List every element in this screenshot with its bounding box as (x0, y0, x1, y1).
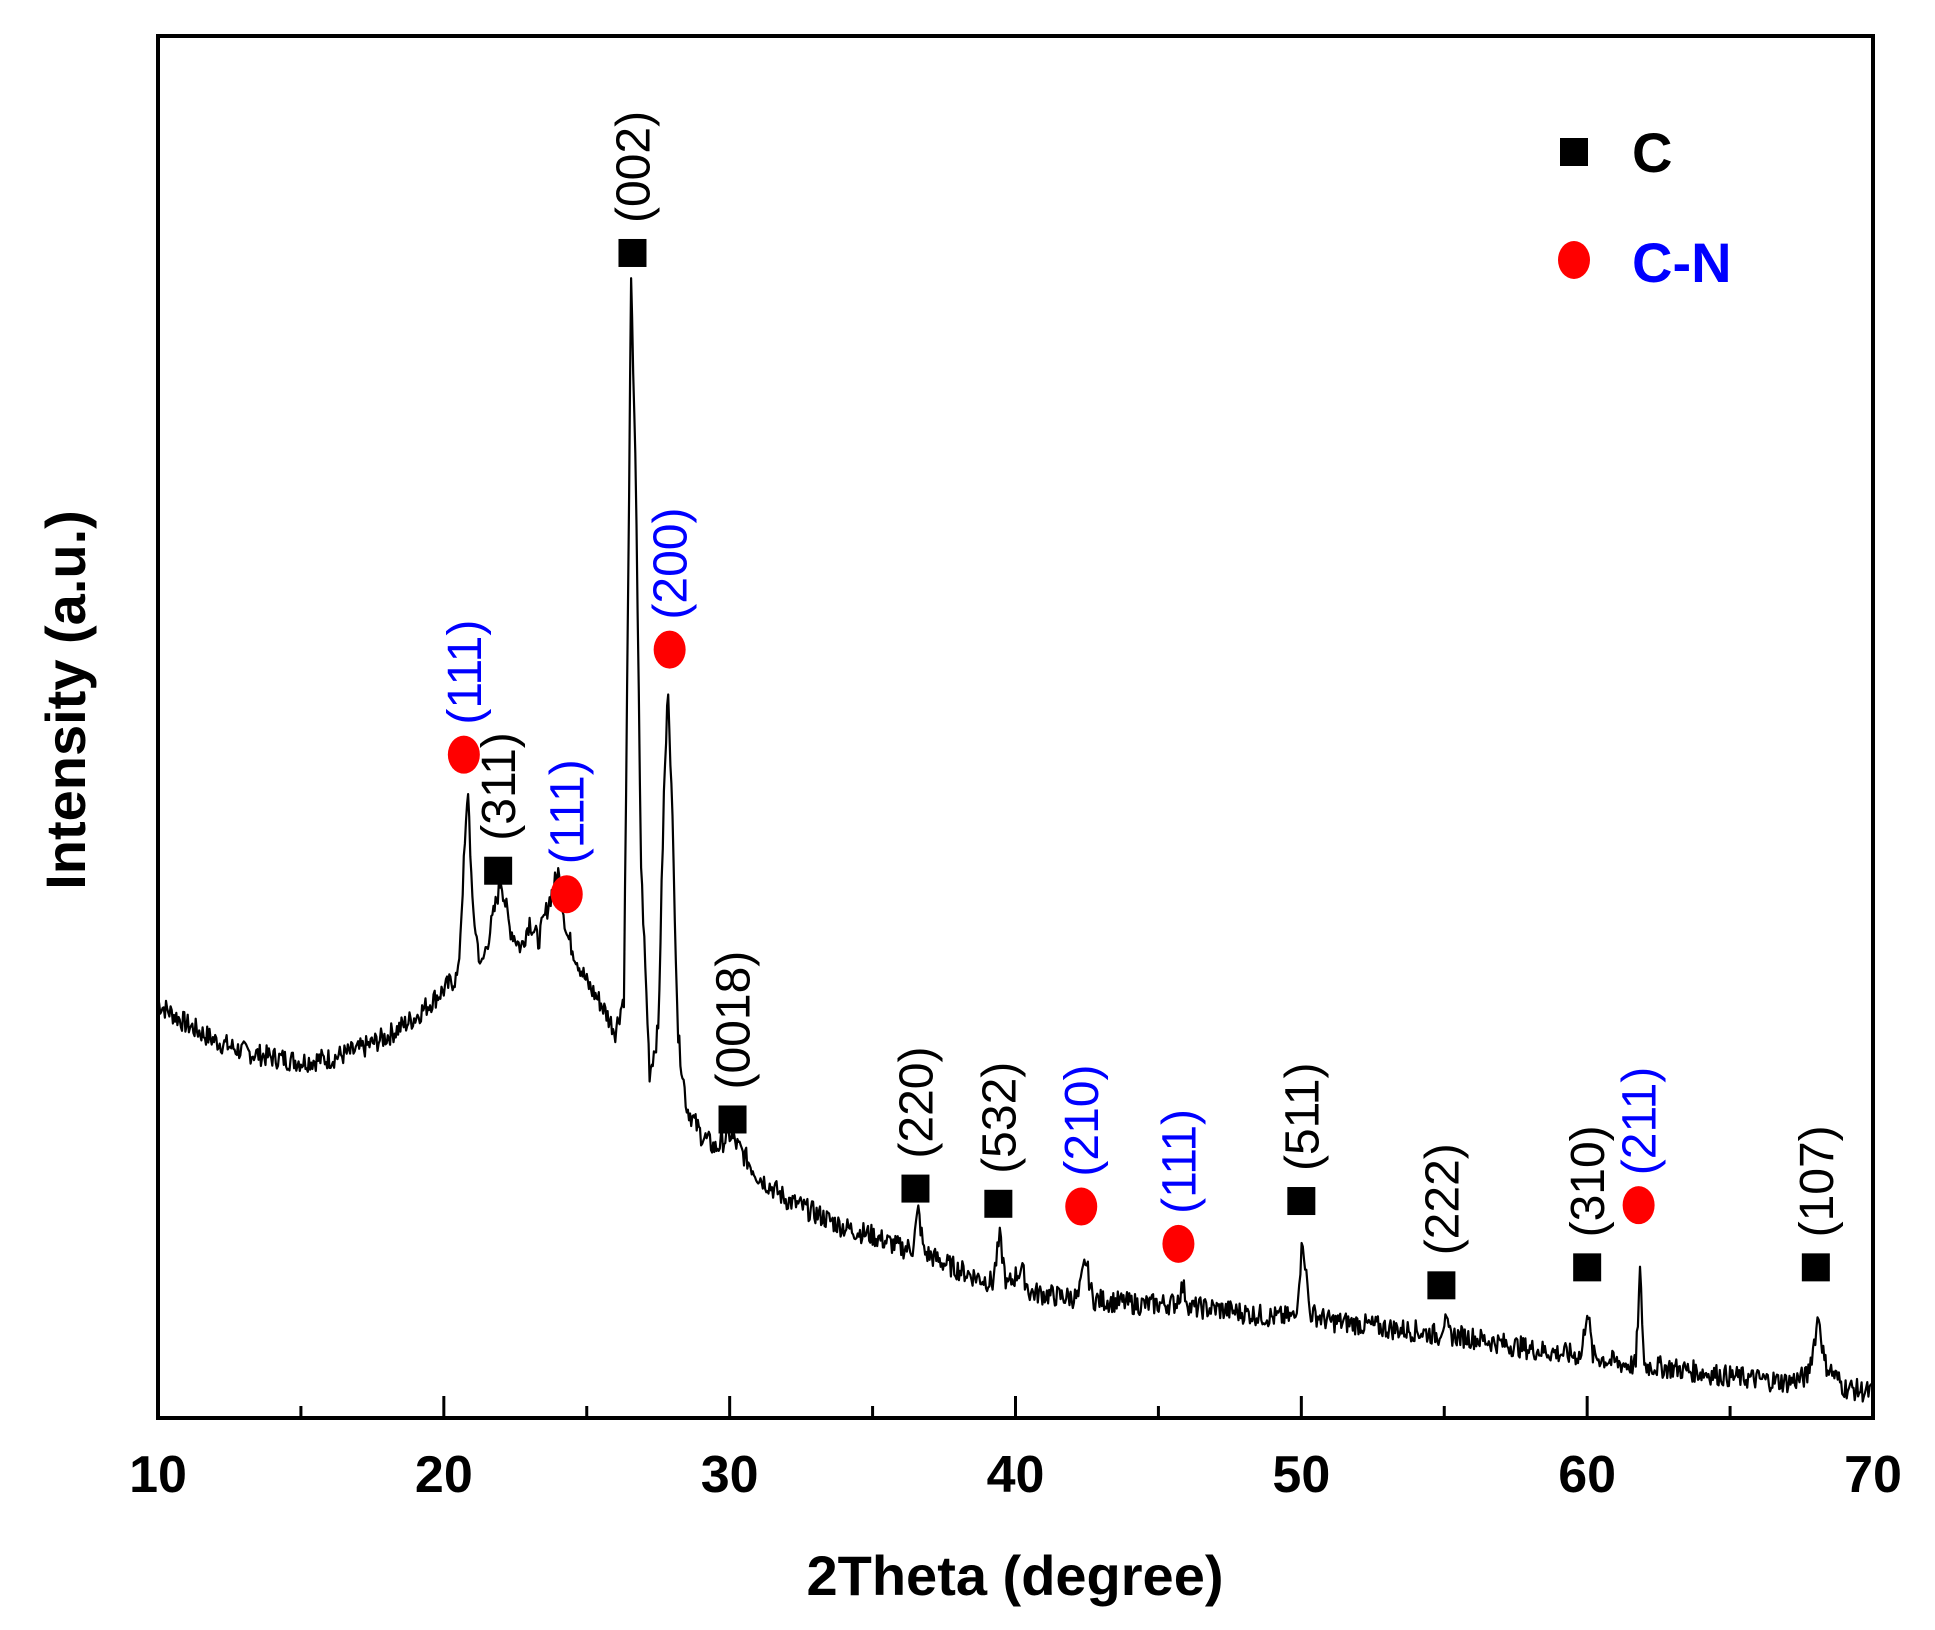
peak-label-11: (222) (1416, 1143, 1469, 1255)
x-axis-tick-labels: 10 20 30 40 50 60 70 (129, 1446, 1902, 1504)
peak-marker-circle-13 (1622, 1186, 1655, 1225)
peak-marker-circle-9 (1162, 1224, 1195, 1263)
peak-label-1: (311) (473, 732, 526, 841)
peak-marker-circle-2 (550, 875, 583, 914)
x-tick-label-4: 50 (1272, 1446, 1330, 1504)
x-tick-label-2: 30 (701, 1446, 759, 1504)
x-axis-ticks (156, 1396, 1875, 1418)
peak-marker-square-14 (1801, 1253, 1830, 1282)
peak-label-3: (002) (608, 111, 661, 223)
x-tick-label-1: 20 (415, 1446, 473, 1504)
peak-marker-square-3 (618, 238, 647, 267)
peak-marker-circle-0 (447, 735, 480, 774)
peak-markers-layer: (111) (311) (111) (002) (200) (0018) (220) (532… (439, 111, 1844, 1300)
peak-label-6: (220) (891, 1047, 944, 1159)
x-tick-label-5: 60 (1558, 1446, 1616, 1504)
x-tick-label-0: 10 (129, 1446, 187, 1504)
series-layer (157, 277, 1875, 1403)
peak-label-2: (111) (542, 759, 595, 864)
peak-label-0: (111) (439, 620, 492, 725)
peak-marker-square-10 (1287, 1187, 1316, 1216)
peak-label-7: (532) (973, 1062, 1026, 1174)
peak-marker-square-6 (901, 1174, 930, 1203)
peak-label-13: (211) (1614, 1067, 1667, 1176)
legend-circle-marker (1558, 241, 1590, 279)
legend-label-c-n: C-N (1632, 231, 1732, 294)
peak-marker-square-12 (1573, 1253, 1602, 1282)
peak-marker-square-1 (484, 856, 513, 885)
peak-label-5: (0018) (708, 951, 761, 1090)
peak-label-9: (111) (1153, 1109, 1206, 1214)
peak-marker-square-11 (1427, 1271, 1456, 1300)
legend: C C-N (1558, 121, 1732, 294)
peak-marker-square-5 (718, 1105, 747, 1134)
peak-marker-square-7 (984, 1189, 1013, 1218)
x-tick-label-3: 40 (987, 1446, 1045, 1504)
peak-label-14: (107) (1791, 1125, 1844, 1237)
x-tick-label-6: 70 (1844, 1446, 1902, 1504)
peak-label-12: (310) (1562, 1125, 1615, 1237)
legend-square-marker (1560, 138, 1588, 166)
x-axis-title: 2Theta (degree) (807, 1544, 1224, 1607)
peak-marker-circle-8 (1065, 1187, 1098, 1226)
peak-label-10: (511) (1276, 1063, 1329, 1172)
y-axis-title: Intensity (a.u.) (34, 510, 97, 890)
series-line-0 (157, 277, 1875, 1403)
peak-label-4: (200) (645, 508, 698, 620)
peak-marker-circle-4 (653, 630, 686, 669)
legend-label-c: C (1632, 121, 1672, 184)
plot-frame (156, 34, 1875, 1420)
peak-label-8: (210) (1056, 1065, 1109, 1177)
